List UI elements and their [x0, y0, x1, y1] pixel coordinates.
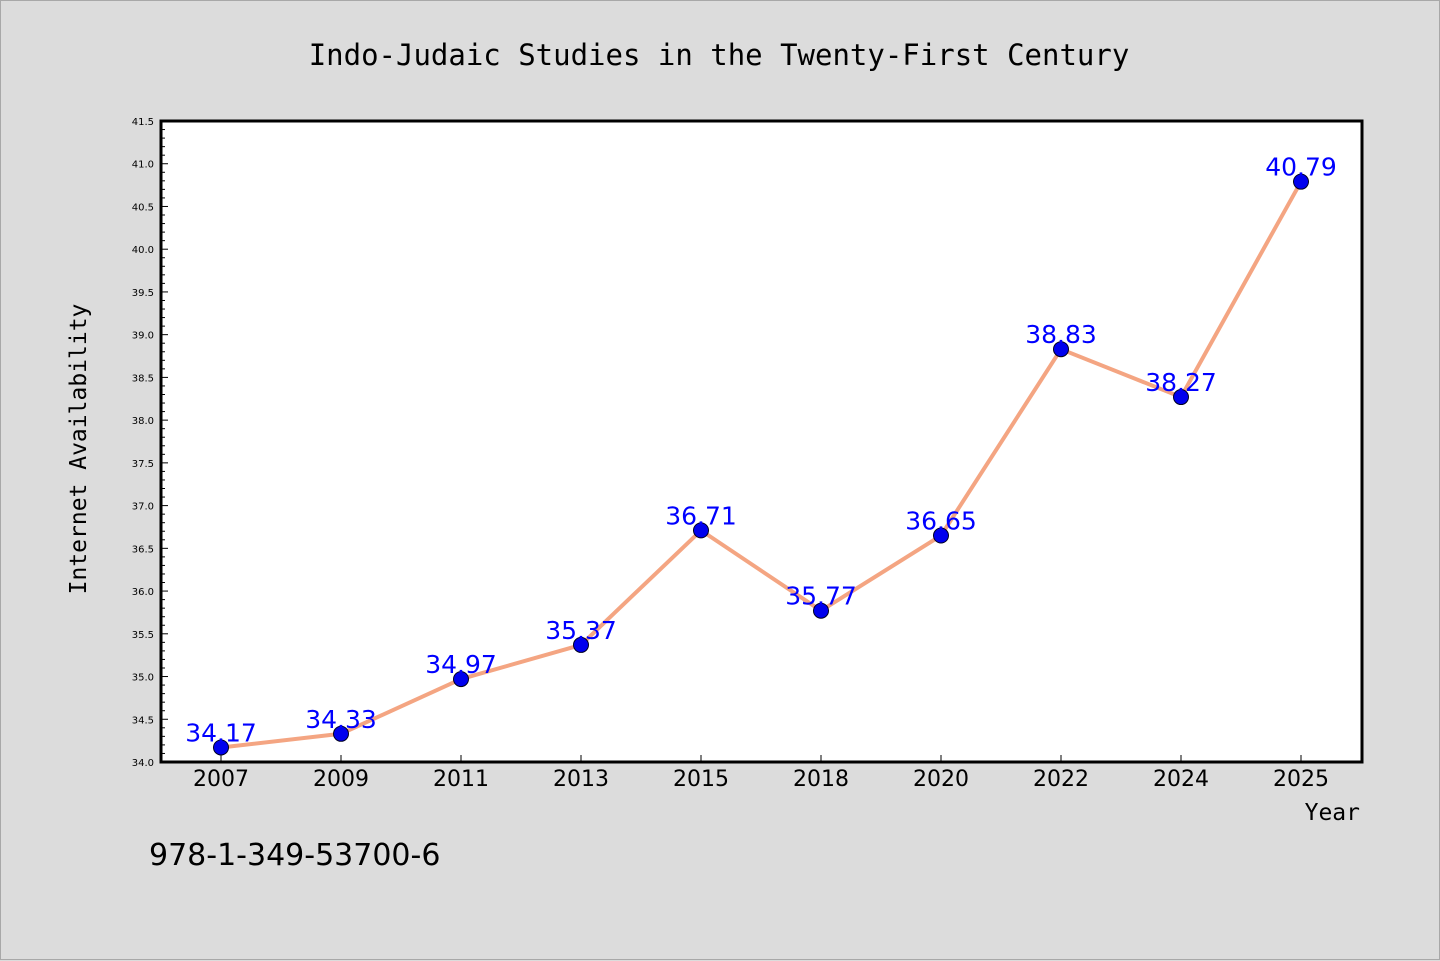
x-tick-label: 2022 — [1033, 767, 1089, 792]
plot-frame — [159, 119, 1364, 764]
x-tick-label: 2009 — [313, 767, 369, 792]
y-tick-label: 38.0 — [132, 416, 154, 427]
data-label: 34.17 — [185, 718, 257, 747]
x-tick-label: 2007 — [193, 767, 249, 792]
data-point — [1293, 173, 1309, 190]
data-label: 34.97 — [425, 650, 497, 679]
data-label: 35.77 — [785, 582, 857, 611]
y-axis-label: Internet Availability — [66, 304, 92, 595]
series-line — [220, 180, 1303, 750]
y-tick-label: 39.0 — [132, 331, 154, 342]
y-tick-label: 35.0 — [132, 673, 154, 684]
chart-title: Indo-Judaic Studies in the Twenty-First … — [309, 38, 1130, 72]
y-tick-label: 40.0 — [132, 245, 154, 256]
data-label: 38.27 — [1145, 368, 1217, 397]
x-axis-label: Year — [1305, 800, 1360, 826]
x-tick-label: 2018 — [793, 767, 849, 792]
y-tick-label: 35.5 — [132, 630, 154, 641]
y-tick-label: 40.5 — [132, 202, 154, 213]
data-label: 36.65 — [905, 507, 977, 536]
data-point — [933, 527, 949, 544]
y-tick-label: 41.0 — [132, 160, 154, 171]
x-tick-label: 2015 — [673, 767, 729, 792]
data-point — [333, 725, 349, 742]
data-labels-group: 34.17 34.33 34.97 35.37 36.71 35.77 36.65 38.83… — [185, 153, 1337, 748]
x-tick-label: 2011 — [433, 767, 489, 792]
y-axis: 34.0 34.5 35.0 35.5 36.0 36.5 37.0 37.5 38.0 38.5… — [132, 117, 168, 769]
data-point — [573, 636, 589, 653]
plot-area — [161, 121, 1362, 762]
x-tick-label: 2024 — [1153, 767, 1209, 792]
markers-group — [213, 173, 1309, 756]
data-point — [813, 602, 829, 619]
data-label: 36.71 — [665, 501, 737, 530]
data-label: 34.33 — [305, 705, 377, 734]
x-tick-label: 2025 — [1273, 767, 1329, 792]
isbn-annotation: 978-1-349-53700-6 — [149, 838, 440, 873]
y-tick-label: 41.5 — [132, 117, 154, 128]
y-tick-label: 34.5 — [132, 715, 154, 726]
data-label: 40.79 — [1265, 153, 1337, 182]
data-point — [1053, 341, 1069, 358]
data-label: 38.83 — [1025, 320, 1097, 349]
data-point — [213, 739, 229, 756]
y-tick-label: 36.5 — [132, 544, 154, 555]
x-axis: 2007 2009 2011 2013 2015 2018 2020 2022 2024 2025 — [193, 755, 1329, 792]
y-tick-label: 34.0 — [132, 758, 154, 769]
x-tick-label: 2013 — [553, 767, 609, 792]
data-point — [1173, 389, 1189, 406]
series-line-group — [220, 180, 1303, 750]
data-point — [453, 671, 469, 688]
y-tick-label: 36.0 — [132, 587, 154, 598]
data-point — [693, 522, 709, 539]
data-label: 35.37 — [545, 616, 617, 645]
y-tick-label: 38.5 — [132, 373, 154, 384]
x-tick-label: 2020 — [913, 767, 969, 792]
y-tick-label: 37.5 — [132, 459, 154, 470]
y-tick-label: 37.0 — [132, 502, 154, 513]
y-tick-label: 39.5 — [132, 288, 154, 299]
